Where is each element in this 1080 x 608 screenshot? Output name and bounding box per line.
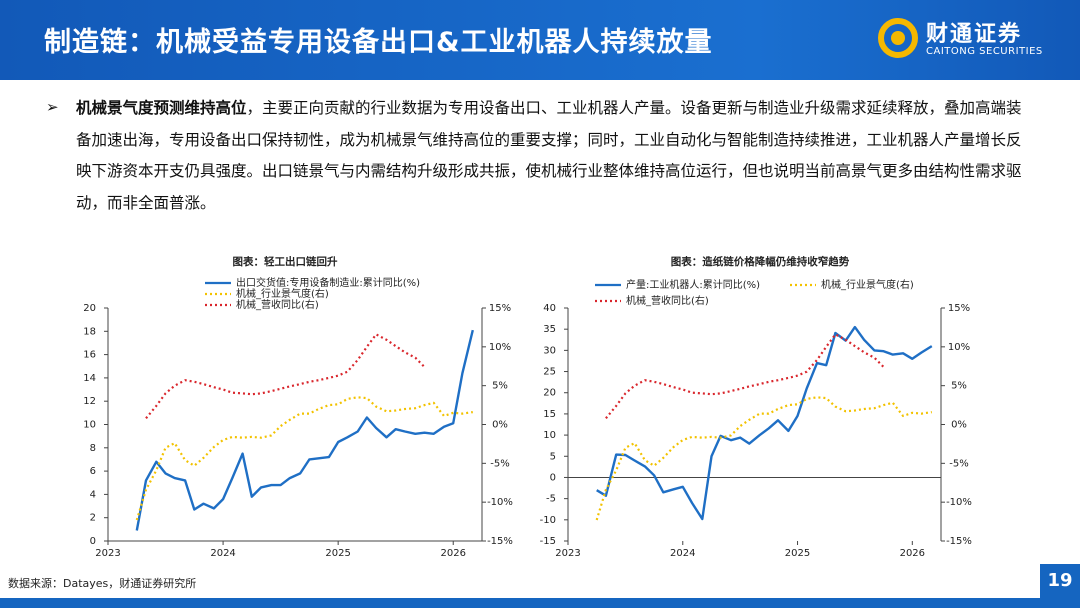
footer-band — [0, 598, 1080, 608]
paragraph: 机械景气度预测维持高位，主要正向贡献的行业数据为专用设备出口、工业机器人产量。设… — [76, 92, 1036, 219]
y-tick-label: 0 — [550, 472, 556, 483]
x-tick-label: 2023 — [555, 548, 580, 559]
y-tick-label: 18 — [83, 326, 96, 337]
y2-tick-label: 5% — [492, 381, 508, 392]
y-tick-label: 12 — [83, 396, 96, 407]
body-text: ，主要正向贡献的行业数据为专用设备出口、工业机器人产量。设备更新与制造业升级需求… — [76, 99, 1022, 212]
y2-tick-label: -5% — [949, 458, 968, 469]
y-tick-label: 16 — [83, 350, 96, 361]
y-tick-label: -10 — [540, 515, 556, 526]
legend-label: 出口交货值:专用设备制造业:累计同比(%) — [236, 276, 420, 289]
legend-label: 机械_行业景气度(右) — [236, 287, 329, 300]
y-tick-label: 0 — [90, 536, 96, 547]
chart-title: 图表：轻工出口链回升 — [233, 255, 338, 268]
y-tick-label: -15 — [540, 536, 556, 547]
y-tick-label: 14 — [83, 373, 96, 384]
logo-subtext: CAITONG SECURITIES — [926, 46, 1043, 57]
series-line — [596, 325, 933, 521]
y2-tick-label: 5% — [951, 381, 967, 392]
y2-tick-label: -15% — [487, 536, 513, 547]
header-band: 制造链：机械受益专用设备出口&工业机器人持续放量 财通证券 CAITONG SE… — [0, 0, 1080, 80]
y-tick-label: 30 — [543, 345, 556, 356]
y2-tick-label: 15% — [489, 303, 511, 314]
y-tick-label: 4 — [90, 489, 96, 500]
y-tick-label: 35 — [543, 324, 556, 335]
series-line — [135, 396, 473, 521]
y2-tick-label: 15% — [948, 303, 970, 314]
x-tick-label: 2026 — [900, 548, 925, 559]
x-tick-label: 2025 — [785, 548, 810, 559]
y2-tick-label: 10% — [948, 342, 970, 353]
bullet: ➢ — [46, 98, 59, 116]
series-line — [135, 329, 474, 531]
y-tick-label: 40 — [543, 303, 556, 314]
source: 数据来源：Datayes，财通证券研究所 — [8, 577, 197, 590]
x-tick-label: 2023 — [95, 548, 120, 559]
chart-title: 图表：造纸链价格降幅仍维持收窄趋势 — [671, 255, 850, 268]
logo: 财通证券 CAITONG SECURITIES — [876, 14, 1066, 64]
x-tick-label: 2025 — [325, 548, 350, 559]
y-tick-label: 15 — [543, 409, 556, 420]
y2-tick-label: 10% — [489, 342, 511, 353]
x-tick-label: 2024 — [210, 548, 235, 559]
legend-label: 机械_营收同比(右) — [236, 298, 319, 311]
y-tick-label: 2 — [90, 513, 96, 524]
charts: 图表：轻工出口链回升 0 2 4 6 8 10 12 14 16 18 20 -15% -10% -5% 0%… — [83, 255, 972, 559]
y2-tick-label: -10% — [946, 497, 972, 508]
series-line — [145, 333, 426, 420]
y-tick-label: 25 — [543, 367, 556, 378]
y-tick-label: -5 — [546, 494, 556, 505]
y2-tick-label: 0% — [492, 420, 508, 431]
page-number: 19 — [1040, 564, 1080, 598]
series-line — [605, 333, 885, 420]
y-tick-label: 20 — [543, 388, 556, 399]
lead: 机械景气度预测维持高位 — [76, 98, 247, 117]
y-tick-label: 6 — [90, 466, 96, 477]
y2-tick-label: 0% — [951, 420, 967, 431]
y-tick-label: 20 — [83, 303, 96, 314]
y-tick-label: 10 — [543, 430, 556, 441]
legend-label: 机械_行业景气度(右) — [821, 278, 914, 291]
y-tick-label: 10 — [83, 420, 96, 431]
y2-tick-label: -15% — [946, 536, 972, 547]
y2-tick-label: -5% — [490, 458, 509, 469]
x-tick-label: 2024 — [670, 548, 695, 559]
logo-icon — [878, 18, 918, 58]
x-tick-label: 2026 — [441, 548, 466, 559]
slide-title: 制造链：机械受益专用设备出口&工业机器人持续放量 — [44, 27, 713, 58]
series-line — [595, 396, 932, 521]
y-tick-label: 5 — [550, 451, 556, 462]
logo-text: 财通证券 — [926, 22, 1023, 47]
y2-tick-label: -10% — [487, 497, 513, 508]
y-tick-label: 8 — [90, 443, 96, 454]
legend-label: 产量:工业机器人:累计同比(%) — [626, 278, 760, 291]
legend-label: 机械_营收同比(右) — [626, 294, 709, 307]
